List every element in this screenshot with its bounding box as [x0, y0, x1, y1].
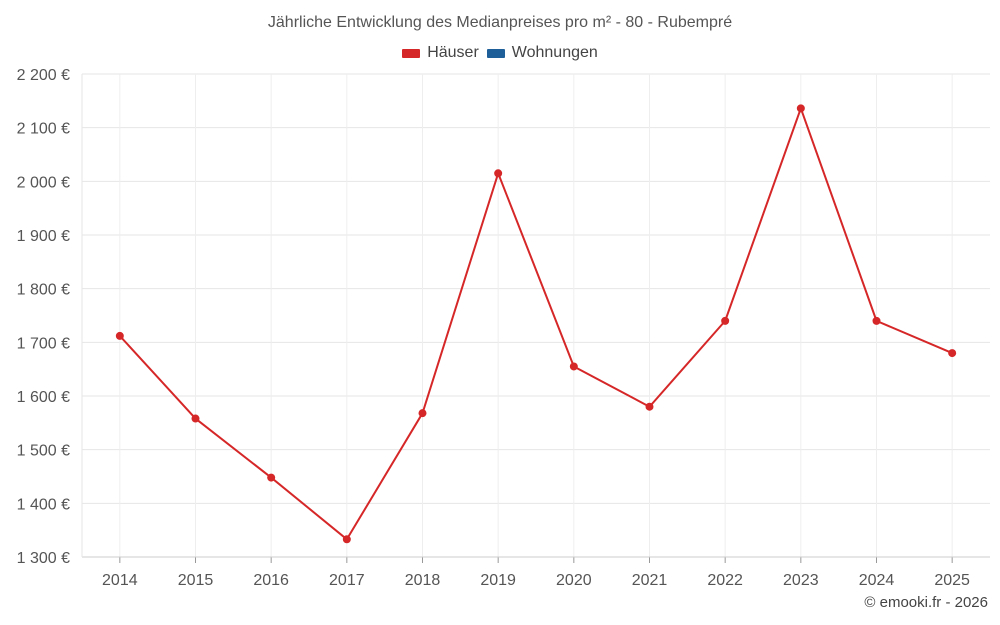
data-point [115, 331, 124, 340]
x-tick-label: 2020 [556, 572, 592, 589]
data-point [418, 409, 427, 418]
x-tick-label: 2016 [253, 572, 289, 589]
x-tick-label: 2014 [102, 572, 138, 589]
x-tick-label: 2023 [783, 572, 819, 589]
y-tick-label: 1 500 € [17, 443, 70, 460]
x-tick-label: 2021 [632, 572, 668, 589]
x-tick-label: 2022 [707, 572, 743, 589]
legend-label-wohnungen: Wohnungen [511, 44, 598, 61]
data-point [267, 473, 276, 482]
grid [82, 73, 990, 557]
data-point [569, 362, 578, 371]
data-point [494, 169, 503, 178]
y-tick-label: 1 400 € [17, 496, 70, 513]
x-tick-label: 2018 [405, 572, 441, 589]
chart-title: Jährliche Entwicklung des Medianpreises … [267, 14, 733, 31]
data-point [645, 402, 654, 411]
y-tick-label: 2 100 € [17, 121, 70, 138]
y-tick-label: 1 900 € [17, 228, 70, 245]
legend-item-haeuser[interactable]: Häuser [402, 44, 479, 62]
y-tick-label: 1 600 € [17, 389, 70, 406]
data-point [342, 535, 351, 544]
copyright: © emooki.fr - 2026 [864, 594, 988, 611]
series-layer [115, 104, 957, 544]
legend-item-wohnungen[interactable]: Wohnungen [486, 44, 598, 62]
axes: 1 300 € 1 400 € 1 500 € 1 600 € 1 700 € 1 800… [17, 67, 990, 589]
data-point [948, 349, 957, 358]
legend-label-haeuser: Häuser [427, 44, 479, 61]
legend-swatch-wohnungen [486, 48, 505, 58]
data-point [872, 316, 881, 325]
data-point [721, 316, 730, 325]
x-tick-label: 2024 [859, 572, 895, 589]
y-tick-label: 1 800 € [17, 282, 70, 299]
y-tick-label: 2 200 € [17, 67, 70, 84]
y-tick-label: 1 700 € [17, 335, 70, 352]
x-tick-label: 2015 [178, 572, 214, 589]
data-point [796, 104, 805, 113]
x-tick-label: 2017 [329, 572, 365, 589]
legend-swatch-haeuser [402, 48, 421, 58]
data-point [191, 414, 200, 423]
y-tick-label: 1 300 € [17, 550, 70, 567]
legend: Häuser Wohnungen [0, 44, 1000, 62]
series-line-Häuser [119, 107, 953, 541]
x-tick-label: 2025 [934, 572, 970, 589]
x-tick-label: 2019 [480, 572, 516, 589]
y-tick-label: 2 000 € [17, 174, 70, 191]
